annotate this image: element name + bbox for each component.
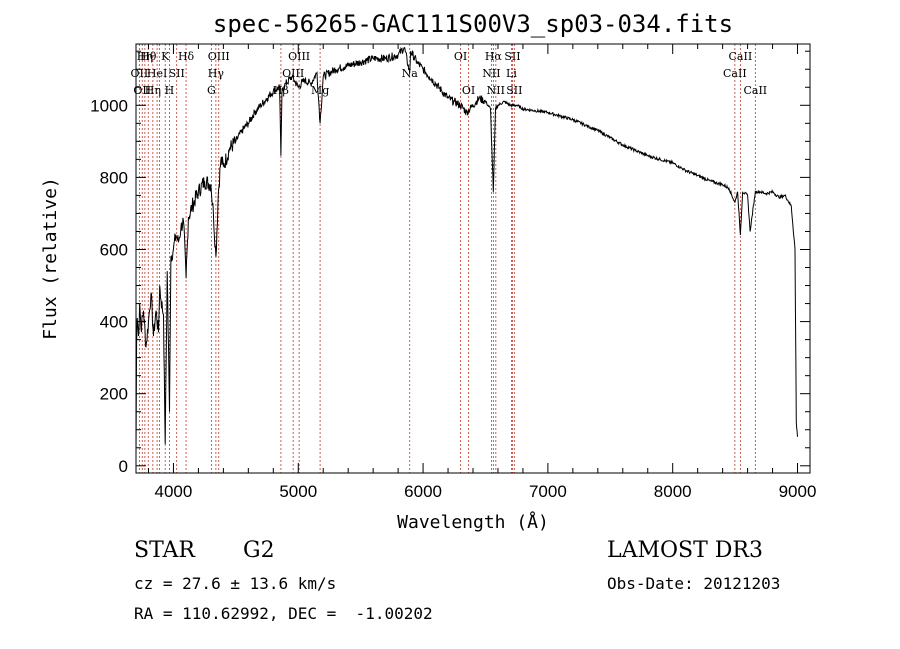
ra-dec: RA = 110.62992, DEC = -1.00202 [134,604,433,623]
line-marker-label: NII [482,67,500,80]
line-marker-label: NII [487,84,505,97]
line-marker-label: Hη [145,84,161,97]
line-marker-label: Hη [137,50,153,63]
y-tick-label: 1000 [90,96,128,115]
y-tick-label: 600 [100,240,128,259]
spectrum-line [135,46,798,456]
survey-label: LAMOST DR3 [607,538,763,563]
line-marker-label: OI [462,84,475,97]
line-marker-label: Hθ [140,50,157,63]
obs-date: Obs-Date: 20121203 [607,574,781,593]
y-tick-label: 800 [100,168,128,187]
line-marker-label: Hα [485,50,503,63]
x-tick-label: 4000 [155,482,193,501]
line-marker-label: CaII [743,84,767,97]
x-tick-label: 5000 [279,482,317,501]
y-tick-label: 200 [100,385,128,404]
line-marker-label: H [165,84,175,97]
line-marker-label: CaII [729,50,753,63]
line-marker-label: SII [506,84,522,97]
line-marker-label: CaII [723,67,747,80]
line-marker-label: Mg [311,84,329,97]
line-marker-label: HeI [147,67,167,80]
x-tick-label: 6000 [404,482,442,501]
y-tick-label: 0 [119,457,128,476]
line-marker-label: Hγ [208,67,225,80]
plot-frame [135,43,811,474]
x-tick-label: 9000 [779,482,817,501]
spectrum-chart: spec-56265-GAC111S00V3_sp03-034.fits 400… [40,10,817,533]
line-marker-label: OIII [282,67,304,80]
line-marker-label: OIII [288,50,310,63]
chart-title: spec-56265-GAC111S00V3_sp03-034.fits [213,10,733,38]
subclass-label: G2 [243,538,275,563]
line-marker-label: Hβ [273,84,289,97]
line-marker-label: SII [169,67,185,80]
line-marker-label: Hδ [178,50,195,63]
line-marker-label: Na [402,67,419,80]
y-axis-label: Flux (relative) [40,177,61,340]
line-marker-label: Li [506,67,517,80]
line-marker-label: K [161,50,170,63]
cz-value: cz = 27.6 ± 13.6 km/s [134,574,337,593]
line-marker-label: OII [131,67,149,80]
x-tick-label: 8000 [654,482,692,501]
line-marker-label: SII [504,50,520,63]
x-tick-label: 7000 [529,482,567,501]
y-tick-label: 400 [100,313,128,332]
class-label: STAR [134,538,195,563]
line-marker-label: OIII [208,50,230,63]
x-axis-label: Wavelength (Å) [397,511,549,533]
line-marker-label: OI [454,50,467,63]
line-marker-label: G [207,84,216,97]
line-marker-label: OII [133,84,151,97]
